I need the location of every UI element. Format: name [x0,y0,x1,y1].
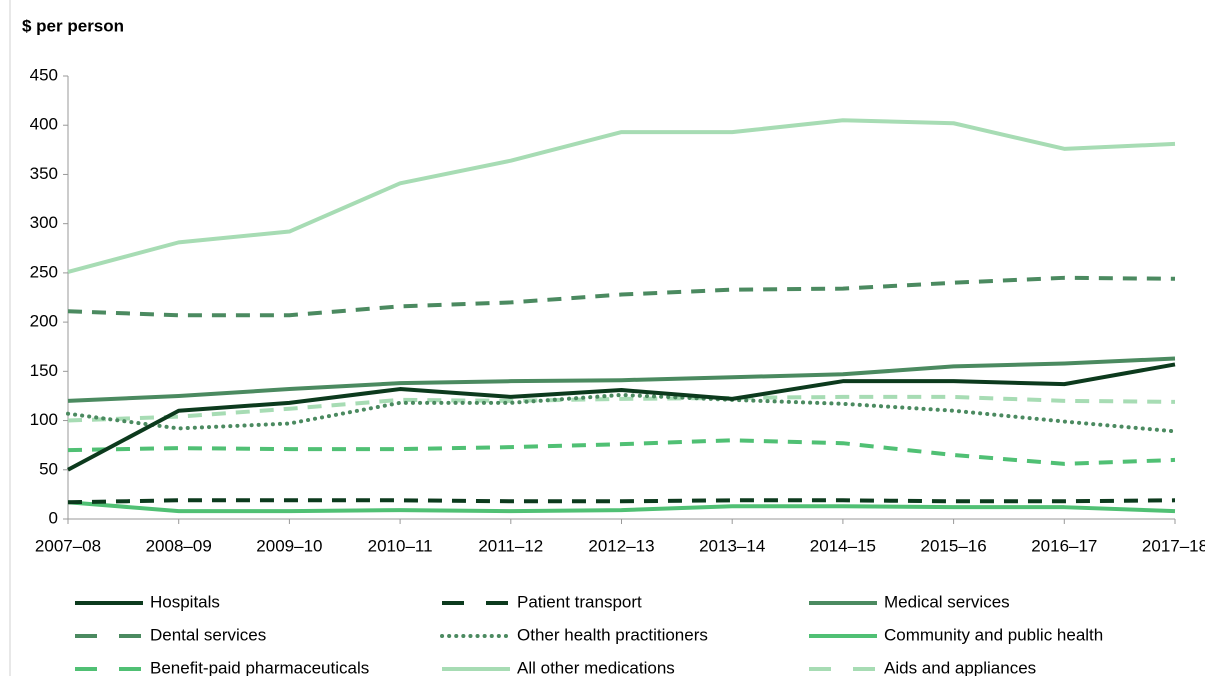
y-tick-label: 300 [30,213,58,232]
y-tick-label: 150 [30,361,58,380]
y-tick-label: 400 [30,115,58,134]
x-tick-label: 2017–18 [1142,536,1205,555]
x-tick-label: 2014–15 [810,536,876,555]
x-tick-label: 2008–09 [146,536,212,555]
legend-label: Patient transport [517,592,642,611]
series-line [66,392,1177,434]
y-tick-label: 50 [39,459,58,478]
x-tick-label: 2011–12 [478,536,543,555]
x-tick-label: 2007–08 [35,536,101,555]
legend-label: Dental services [150,625,266,644]
y-tick-label: 450 [30,65,58,84]
x-tick-label: 2012–13 [588,536,654,555]
legend-label: Benefit-paid pharmaceuticals [150,658,369,676]
legend-label: All other medications [517,658,675,676]
x-tick-label: 2010–11 [368,536,433,555]
series-line [67,275,1176,318]
legend-label: Community and public health [884,625,1103,644]
chart-title: $ per person [22,16,124,35]
legend-label: Medical services [884,592,1010,611]
x-tick-label: 2015–16 [921,536,987,555]
y-tick-label: 250 [30,262,58,281]
y-tick-label: 200 [30,312,58,331]
y-tick-label: 0 [49,508,58,527]
series-line [67,362,1176,472]
legend-label: Hospitals [150,592,220,611]
legend-label: Aids and appliances [884,658,1036,676]
series-line [67,500,1176,514]
series-line [67,356,1176,403]
series-line [67,118,1176,274]
series-line [67,438,1176,466]
legend-label: Other health practitioners [517,625,708,644]
x-tick-label: 2013–14 [699,536,765,555]
series-line [67,498,1176,505]
x-tick-label: 2016–17 [1031,536,1097,555]
series-line [67,394,1176,423]
y-tick-label: 350 [30,164,58,183]
x-tick-label: 2009–10 [256,536,322,555]
y-tick-label: 100 [30,410,58,429]
